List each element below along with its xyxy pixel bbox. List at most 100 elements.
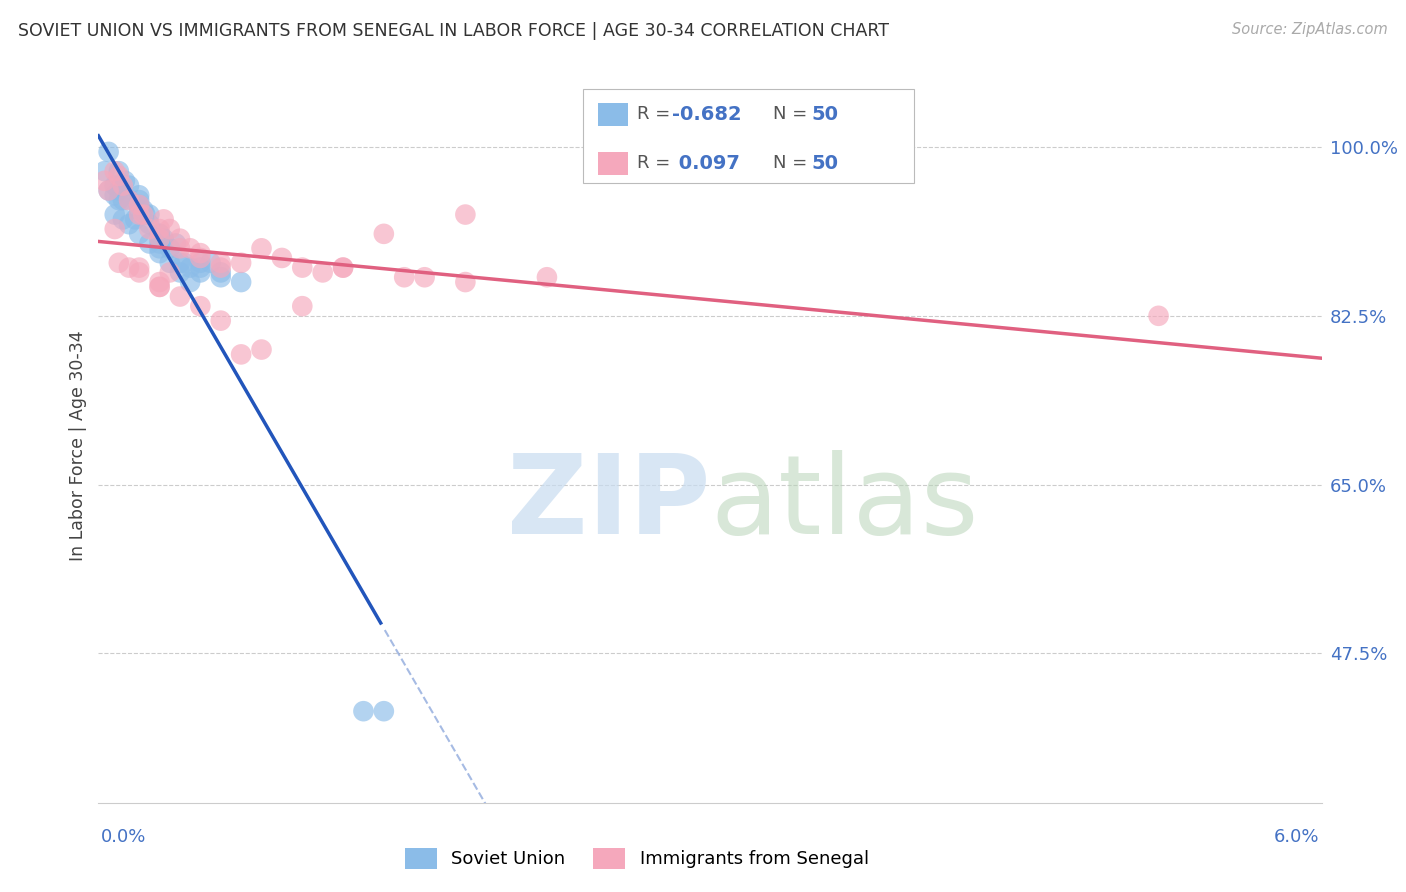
Point xyxy=(392,270,416,285)
Point xyxy=(138,208,160,222)
Point xyxy=(128,198,150,212)
Point xyxy=(149,232,172,246)
Point xyxy=(149,246,172,260)
Point xyxy=(291,260,314,275)
Text: SOVIET UNION VS IMMIGRANTS FROM SENEGAL IN LABOR FORCE | AGE 30-34 CORRELATION C: SOVIET UNION VS IMMIGRANTS FROM SENEGAL … xyxy=(18,22,889,40)
Point xyxy=(111,178,134,193)
Point xyxy=(454,275,477,289)
Point xyxy=(128,193,150,207)
Point xyxy=(159,222,181,236)
Point xyxy=(104,164,127,178)
Point xyxy=(97,184,120,198)
Point xyxy=(108,184,131,198)
Point xyxy=(149,280,172,294)
Point xyxy=(118,178,141,193)
Point xyxy=(93,164,115,178)
Text: N =: N = xyxy=(773,154,813,172)
Point xyxy=(152,232,174,246)
Point xyxy=(250,343,273,357)
Point xyxy=(149,227,172,241)
Text: ZIP: ZIP xyxy=(506,450,710,557)
Point xyxy=(124,212,146,227)
Point xyxy=(173,256,195,270)
Point xyxy=(128,260,150,275)
Point xyxy=(108,169,131,183)
Point xyxy=(231,275,253,289)
Point xyxy=(118,260,141,275)
Point xyxy=(104,178,127,193)
Point xyxy=(108,193,131,207)
Point xyxy=(108,164,131,178)
Point xyxy=(311,265,335,279)
Point xyxy=(128,227,150,241)
Point xyxy=(188,256,212,270)
Point xyxy=(169,241,191,255)
Point xyxy=(209,313,232,327)
Point xyxy=(169,256,191,270)
Text: 50: 50 xyxy=(811,153,838,173)
Text: R =: R = xyxy=(637,105,676,123)
Point xyxy=(152,212,174,227)
Point xyxy=(97,145,120,159)
Point xyxy=(536,270,558,285)
Point xyxy=(209,265,232,279)
Point xyxy=(165,236,187,251)
Text: 50: 50 xyxy=(811,104,838,124)
Point xyxy=(413,270,436,285)
Point xyxy=(169,265,191,279)
Point xyxy=(270,251,292,265)
Point xyxy=(128,265,150,279)
Text: R =: R = xyxy=(637,154,676,172)
Point xyxy=(149,275,172,289)
Point xyxy=(209,260,232,275)
Point xyxy=(188,265,212,279)
Point xyxy=(188,299,212,313)
Point xyxy=(104,208,127,222)
Point xyxy=(250,241,273,255)
Point xyxy=(200,256,222,270)
Point xyxy=(132,208,155,222)
Point xyxy=(179,275,201,289)
Point xyxy=(138,236,160,251)
Y-axis label: In Labor Force | Age 30-34: In Labor Force | Age 30-34 xyxy=(69,331,87,561)
Point xyxy=(97,184,120,198)
Point xyxy=(1147,309,1170,323)
Point xyxy=(169,289,191,303)
Text: 0.0%: 0.0% xyxy=(101,828,146,846)
Point xyxy=(169,232,191,246)
Point xyxy=(188,260,212,275)
Text: Source: ZipAtlas.com: Source: ZipAtlas.com xyxy=(1232,22,1388,37)
Text: -0.682: -0.682 xyxy=(672,104,742,124)
Point xyxy=(149,280,172,294)
Point xyxy=(209,270,232,285)
Text: 6.0%: 6.0% xyxy=(1274,828,1319,846)
Point xyxy=(159,241,181,255)
Point xyxy=(454,208,477,222)
Point xyxy=(159,265,181,279)
Point xyxy=(138,217,160,231)
Point xyxy=(231,347,253,361)
Point xyxy=(373,704,395,718)
Point xyxy=(209,256,232,270)
Point xyxy=(134,208,156,222)
Point xyxy=(149,232,172,246)
Legend: Soviet Union, Immigrants from Senegal: Soviet Union, Immigrants from Senegal xyxy=(398,840,876,876)
Text: atlas: atlas xyxy=(710,450,979,557)
Point xyxy=(332,260,354,275)
Point xyxy=(128,202,150,217)
Point xyxy=(352,704,374,718)
Point xyxy=(188,251,212,265)
Point xyxy=(149,241,172,255)
Point xyxy=(108,256,131,270)
Point xyxy=(104,222,127,236)
Point xyxy=(149,236,172,251)
Text: N =: N = xyxy=(773,105,813,123)
Point xyxy=(111,193,134,207)
Point xyxy=(128,188,150,202)
Point xyxy=(138,222,160,236)
Point xyxy=(188,246,212,260)
Point xyxy=(93,174,115,188)
Point xyxy=(128,198,150,212)
Point xyxy=(373,227,395,241)
Point xyxy=(118,193,141,207)
